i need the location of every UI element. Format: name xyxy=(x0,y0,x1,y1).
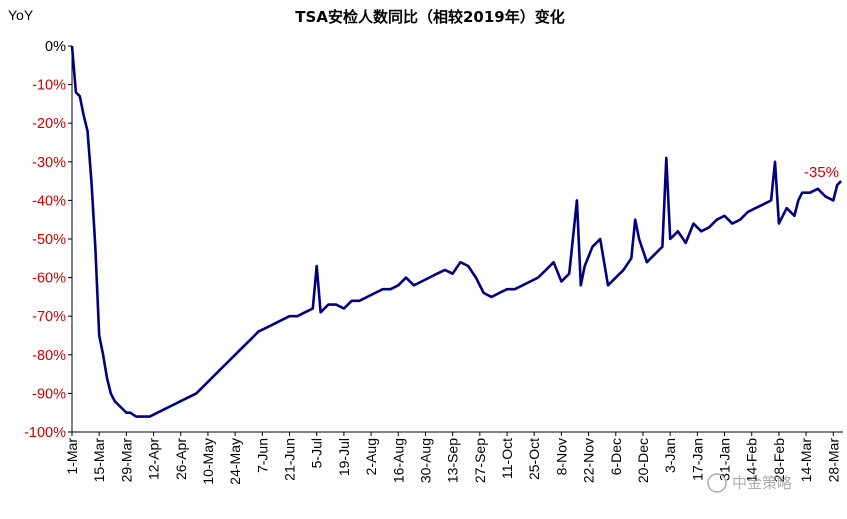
x-tick-label: 11-Oct xyxy=(499,438,515,479)
y-tick-label: -70% xyxy=(32,309,66,325)
x-tick-label: 3-Jan xyxy=(662,438,678,473)
x-tick-label: 12-Apr xyxy=(146,438,162,480)
x-tick-label: 14-Mar xyxy=(798,438,814,483)
y-tick-label: -50% xyxy=(32,232,66,248)
x-tick-label: 6-Dec xyxy=(608,438,624,475)
x-tick-label: 29-Mar xyxy=(118,438,134,483)
x-tick-label: 2-Aug xyxy=(363,438,379,475)
x-tick-label: 27-Sep xyxy=(472,438,488,483)
x-tick-label: 31-Jan xyxy=(717,438,733,481)
x-tick-label: 15-Mar xyxy=(91,438,107,483)
x-tick-label: 13-Sep xyxy=(445,438,461,483)
x-tick-label: 20-Dec xyxy=(635,438,651,483)
x-tick-label: 16-Aug xyxy=(390,438,406,483)
x-tick-label: 14-Feb xyxy=(744,438,760,483)
y-tick-group: 0% -10% -20% -30% -40% -50% -60% -70% -80% -90% -1… xyxy=(24,39,72,441)
x-tick-label: 26-Apr xyxy=(173,438,189,480)
wechat-icon xyxy=(707,473,727,493)
x-tick-label: 24-May xyxy=(227,438,243,485)
y-tick-label: -10% xyxy=(32,78,66,94)
x-tick-label: 21-Jun xyxy=(282,438,298,481)
x-tick-label: 8-Nov xyxy=(553,438,569,475)
x-tick-label: 28-Mar xyxy=(825,438,841,483)
x-tick-label: 19-Jul xyxy=(336,438,352,476)
watermark: 中金策略 xyxy=(707,473,792,493)
series-line-tsa-yoy xyxy=(70,45,843,418)
x-tick-group: 1-Mar 15-Mar 29-Mar 12-Apr 26-Apr 10-May 24-Ma… xyxy=(64,432,841,485)
x-tick-label: 30-Aug xyxy=(417,438,433,483)
y-tick-label: -20% xyxy=(32,116,66,132)
x-tick-label: 10-May xyxy=(200,438,216,485)
y-tick-label: -60% xyxy=(32,271,66,287)
x-tick-label: 1-Mar xyxy=(64,438,80,475)
watermark-text: 中金策略 xyxy=(732,474,792,492)
y-tick-label: -90% xyxy=(32,386,66,402)
x-tick-label: 5-Jul xyxy=(309,438,325,468)
y-tick-label: -30% xyxy=(32,155,66,171)
chart-title: TSA安检人数同比（相较2019年）变化 xyxy=(295,8,564,26)
y-tick-label: 0% xyxy=(45,39,66,55)
x-tick-label: 17-Jan xyxy=(689,438,705,481)
last-value-annotation: -35% xyxy=(804,164,839,181)
y-axis-label: YoY xyxy=(8,7,34,23)
x-tick-label: 25-Oct xyxy=(526,438,542,480)
x-tick-label: 7-Jun xyxy=(254,438,270,473)
y-tick-label: -40% xyxy=(32,193,66,209)
y-tick-label: -80% xyxy=(32,348,66,364)
y-tick-label: -100% xyxy=(24,425,66,441)
x-tick-label: 28-Feb xyxy=(771,438,787,483)
x-tick-label: 22-Nov xyxy=(581,438,597,483)
